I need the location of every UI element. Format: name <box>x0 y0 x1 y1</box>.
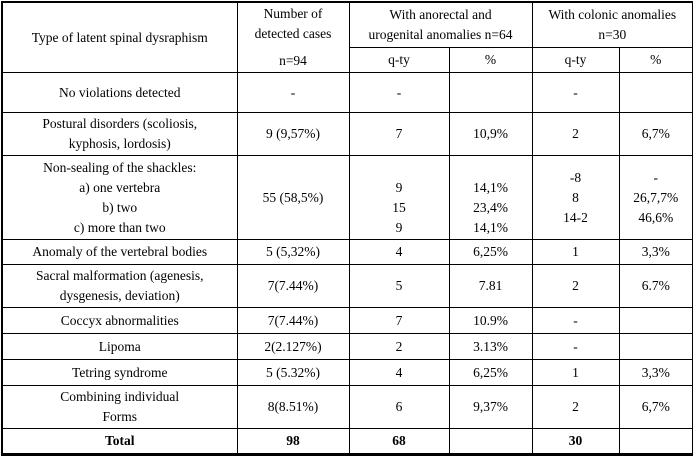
row-type: Sacral malformation (agenesis, dysgenesi… <box>1 264 238 308</box>
header-group-anorectal: With anorectal and urogenital anomalies … <box>348 1 533 48</box>
total-cases: 98 <box>236 428 350 455</box>
row-col-pct: 3,3% <box>618 359 693 386</box>
table-row: No violations detected - - - <box>1 72 693 113</box>
row-type: Non-sealing of the shackles: a) one vert… <box>1 155 238 240</box>
row-ano-qty: 7 <box>348 307 450 334</box>
row-ano-pct: 6,25% <box>448 359 533 386</box>
row-ano-pct: 3.13% <box>448 333 533 360</box>
row-ano-pct: 6,25% <box>448 239 533 265</box>
header-group-colonic: With colonic anomalies n=30 <box>531 1 693 48</box>
row-ano-pct: 7.81 <box>448 264 533 308</box>
total-label: Total <box>1 428 238 455</box>
row-col-qty: - <box>531 307 620 334</box>
row-ano-qty: 2 <box>348 333 450 360</box>
row-col-pct <box>618 307 693 334</box>
row-col-qty: 2 <box>531 385 620 429</box>
header-detected-cases-n: n=94 <box>279 53 307 68</box>
header-anorectal-qty: q-ty <box>348 46 450 74</box>
row-cases: 7(7.44%) <box>236 307 350 334</box>
table-row: Tetring syndrome 5 (5.32%) 4 6,25% 1 3,3… <box>1 359 693 386</box>
row-ano-qty: 4 <box>348 239 450 265</box>
row-type: Postural disorders (scoliosis, kyphosis,… <box>1 112 238 156</box>
row-cases: 7(7.44%) <box>236 264 350 308</box>
row-cases: 8(8.51%) <box>236 385 350 429</box>
table-row: Lipoma 2(2.127%) 2 3.13% - <box>1 333 693 360</box>
row-col-pct <box>618 72 693 113</box>
row-ano-qty: 9 15 9 <box>348 155 450 240</box>
row-col-pct: 3,3% <box>618 239 693 265</box>
table-row: Sacral malformation (agenesis, dysgenesi… <box>1 264 693 308</box>
header-colonic-pct: % <box>618 46 693 74</box>
row-cases: 9 (9,57%) <box>236 112 350 156</box>
row-cases: 5 (5.32%) <box>236 359 350 386</box>
row-col-qty: 1 <box>531 359 620 386</box>
row-col-pct: 6,7% <box>618 112 693 156</box>
row-col-qty: -8 8 14-2 <box>531 155 620 240</box>
row-ano-pct: 14,1% 23,4% 14,1% <box>448 155 533 240</box>
row-type: Tetring syndrome <box>1 359 238 386</box>
row-type: No violations detected <box>1 72 238 113</box>
row-col-qty: - <box>531 333 620 360</box>
row-ano-qty: 7 <box>348 112 450 156</box>
row-ano-qty: 6 <box>348 385 450 429</box>
row-type: Combining individual Forms <box>1 385 238 429</box>
row-type: Anomaly of the vertebral bodies <box>1 239 238 265</box>
row-ano-pct: 9,37% <box>448 385 533 429</box>
row-col-pct: 6,7% <box>618 385 693 429</box>
row-ano-qty: 5 <box>348 264 450 308</box>
header-detected-cases-title: Number of detected cases <box>254 6 332 41</box>
header-detected-cases: Number of detected cases n=94 <box>236 1 350 73</box>
table-row: Non-sealing of the shackles: a) one vert… <box>1 155 693 240</box>
header-row-groups: Type of latent spinal dysraphism Number … <box>1 1 693 73</box>
row-cases: 55 (58,5%) <box>236 155 350 240</box>
row-col-qty: 2 <box>531 264 620 308</box>
row-ano-pct <box>448 72 533 113</box>
table-row: Coccyx abnormalities 7(7.44%) 7 10.9% - <box>1 307 693 334</box>
row-col-qty: - <box>531 72 620 113</box>
row-type: Lipoma <box>1 333 238 360</box>
row-cases: - <box>236 72 350 113</box>
row-col-pct: - 26,7,7% 46,6% <box>618 155 693 240</box>
row-cases: 2(2.127%) <box>236 333 350 360</box>
header-row-sub: q-ty % q-ty % <box>2 46 693 74</box>
table-row: Anomaly of the vertebral bodies 5 (5,32%… <box>1 239 693 265</box>
total-ano-pct <box>448 428 533 455</box>
header-anorectal-pct: % <box>448 46 533 74</box>
table-row: Postural disorders (scoliosis, kyphosis,… <box>1 112 693 156</box>
total-col-qty: 30 <box>531 428 620 455</box>
total-row: Total 98 68 30 <box>1 428 693 455</box>
header-colonic-qty: q-ty <box>531 46 620 74</box>
row-cases: 5 (5,32%) <box>236 239 350 265</box>
table-row: Combining individual Forms 8(8.51%) 6 9,… <box>1 385 693 429</box>
total-ano-qty: 68 <box>348 428 450 455</box>
row-col-qty: 2 <box>531 112 620 156</box>
row-col-qty: 1 <box>531 239 620 265</box>
row-ano-pct: 10,9% <box>448 112 533 156</box>
row-type: Coccyx abnormalities <box>1 307 238 334</box>
row-ano-pct: 10.9% <box>448 307 533 334</box>
header-type-of-dysraphism: Type of latent spinal dysraphism <box>1 1 238 73</box>
row-col-pct: 6.7% <box>618 264 693 308</box>
row-col-pct <box>618 333 693 360</box>
row-ano-qty: 4 <box>348 359 450 386</box>
total-col-pct <box>618 428 693 455</box>
row-ano-qty: - <box>348 72 450 113</box>
